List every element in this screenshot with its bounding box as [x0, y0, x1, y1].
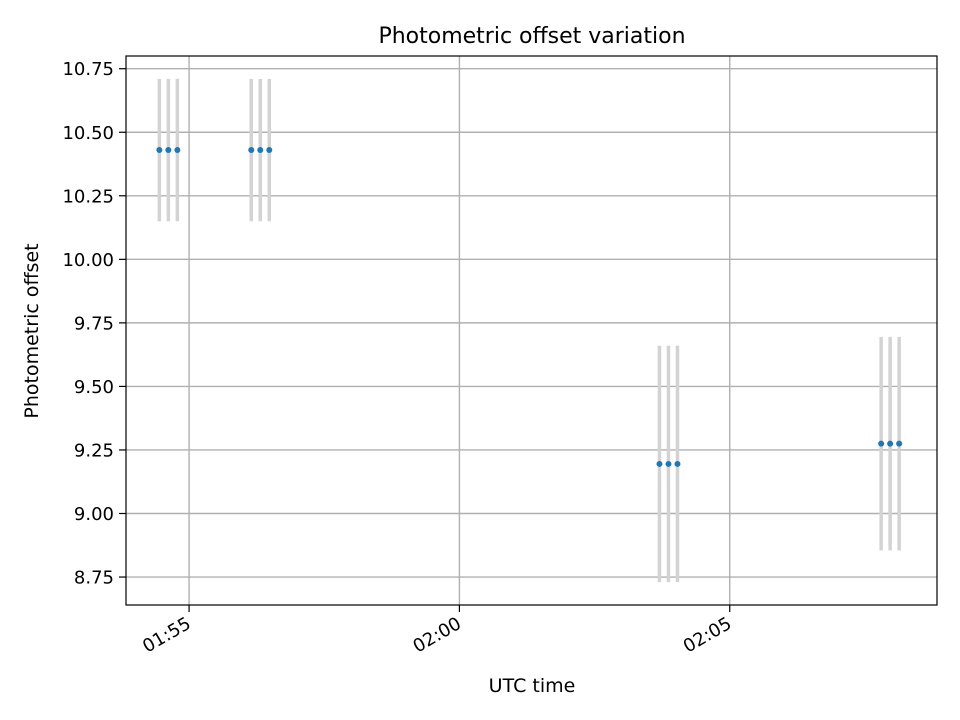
data-point [156, 147, 163, 154]
plot-frame [125, 55, 938, 606]
data-point [656, 460, 663, 467]
y-tick-label: 10.25 [62, 186, 114, 207]
data-point [257, 147, 264, 154]
y-tick-label: 10.75 [62, 59, 114, 80]
x-tick-label: 01:55 [139, 613, 194, 657]
data-point [887, 440, 894, 447]
y-tick-label: 9.50 [74, 377, 114, 398]
y-tick-label: 8.75 [74, 568, 114, 589]
y-axis-ticks: 8.75 9.00 9.25 9.50 9.75 10.00 10.25 10.50 10.75 [62, 59, 126, 589]
data-point [674, 460, 681, 467]
data-point [174, 147, 181, 154]
chart-title: Photometric offset variation [378, 24, 685, 49]
y-tick-label: 10.50 [62, 123, 114, 144]
y-tick-label: 9.75 [74, 313, 114, 334]
grid-layer [126, 56, 937, 605]
data-point [665, 460, 672, 467]
x-tick-label: 02:05 [680, 613, 735, 657]
data-point [165, 147, 172, 154]
y-tick-label: 9.00 [74, 504, 114, 525]
point-layer [156, 147, 903, 467]
y-tick-label: 9.25 [74, 440, 114, 461]
y-tick-label: 10.00 [62, 250, 114, 271]
y-axis-label: Photometric offset [21, 243, 43, 418]
x-axis-ticks: 01:55 02:00 02:05 [139, 605, 735, 657]
x-axis-label: UTC time [489, 675, 576, 697]
data-point [248, 147, 255, 154]
data-point [266, 147, 273, 154]
data-point [878, 440, 885, 447]
errorbar-layer [157, 78, 901, 583]
data-point [896, 440, 903, 447]
x-tick-label: 02:00 [409, 613, 464, 657]
